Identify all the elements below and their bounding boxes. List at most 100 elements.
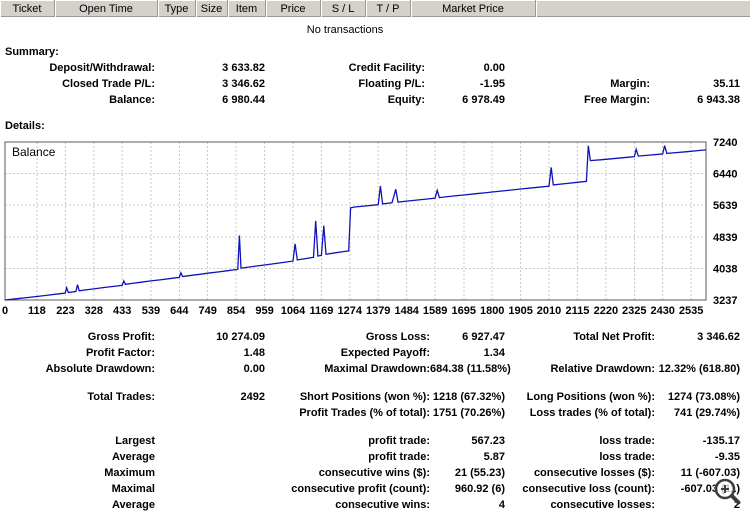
svg-text:749: 749 <box>199 305 217 317</box>
stat-value: 1274 (73.08%) <box>667 391 740 403</box>
stat-label: profit trade: <box>368 435 430 447</box>
svg-text:539: 539 <box>142 305 160 317</box>
empty-message: No transactions <box>306 24 384 36</box>
stat-label: loss trade: <box>599 435 655 447</box>
svg-text:2010: 2010 <box>537 305 561 317</box>
summary-value: 6 980.44 <box>222 94 265 106</box>
summary-value <box>650 60 740 76</box>
summary-label: Equity: <box>387 94 425 106</box>
summary-value: 35.11 <box>713 78 740 90</box>
stat-value: 1218 (67.32%) <box>432 391 505 403</box>
stat-label: Profit Trades (% of total): <box>299 407 430 419</box>
stats-group-1: Gross Profit: 10 274.09 Gross Loss: 6 927.4… <box>0 329 750 377</box>
svg-text:4038: 4038 <box>713 263 737 275</box>
summary-value: -1.95 <box>479 78 505 90</box>
stat-value: 3 346.62 <box>697 331 740 343</box>
stat-label: Short Positions (won %): <box>299 391 430 403</box>
column-header-ticket[interactable]: Ticket <box>0 0 55 17</box>
summary-row: Balance: 6 980.44 Equity: 6 978.49 Free Marg… <box>0 92 750 108</box>
stat-label: Total Trades: <box>87 391 155 403</box>
summary-value: 3 633.82 <box>222 62 265 74</box>
summary-title: Summary: <box>5 46 59 58</box>
svg-text:0: 0 <box>2 305 8 317</box>
stat-value: 4 <box>498 499 505 511</box>
svg-text:1274: 1274 <box>338 305 363 317</box>
stat-value: 741 (29.74%) <box>673 407 740 419</box>
stat-label: Total Net Profit: <box>573 331 655 343</box>
svg-text:2220: 2220 <box>594 305 618 317</box>
svg-text:4839: 4839 <box>713 232 737 244</box>
stat-label: consecutive loss (count): <box>522 483 655 495</box>
stat-value: 10 274.09 <box>216 331 265 343</box>
column-header-market-price[interactable]: Market Price <box>411 0 536 17</box>
stat-value: 11 (-607.03) <box>680 467 740 479</box>
stat-value <box>155 433 265 449</box>
svg-text:Balance: Balance <box>12 145 56 159</box>
column-header-sl[interactable]: S / L <box>321 0 366 17</box>
balance-chart-svg: 3237 4038 4839 5639 6440 7240 0 118 223 328 433 539… <box>2 137 738 317</box>
stat-label: Long Positions (won %): <box>526 391 655 403</box>
stat-label <box>505 345 655 361</box>
stat-value <box>155 481 265 497</box>
summary-label: Credit Facility: <box>348 62 425 74</box>
stat-value: 2 <box>733 499 740 511</box>
stat-value: 0.00 <box>243 363 265 375</box>
stat-label: consecutive wins: <box>335 499 430 511</box>
svg-text:1800: 1800 <box>480 305 504 317</box>
svg-text:2325: 2325 <box>622 305 646 317</box>
stat-label: Average <box>111 451 155 463</box>
svg-text:3237: 3237 <box>713 295 737 307</box>
column-header-size[interactable]: Size <box>196 0 228 17</box>
summary-label: Closed Trade P/L: <box>62 78 155 90</box>
summary-row: Deposit/Withdrawal: 3 633.82 Credit Facili… <box>0 60 750 76</box>
svg-text:959: 959 <box>255 305 273 317</box>
stat-row: Absolute Drawdown: 0.00 Maximal Drawdown: 6… <box>0 361 750 377</box>
svg-text:2535: 2535 <box>679 305 703 317</box>
stat-value: 1751 (70.26%) <box>432 407 505 419</box>
svg-text:328: 328 <box>85 305 103 317</box>
svg-text:2430: 2430 <box>650 305 674 317</box>
svg-text:223: 223 <box>56 305 74 317</box>
summary-value: 0.00 <box>483 62 505 74</box>
stat-label: Expected Payoff: <box>340 347 430 359</box>
stat-label: Profit Factor: <box>85 347 155 359</box>
magnifier-icon <box>714 478 741 505</box>
stat-row: Total Trades: 2492 Short Positions (won %)… <box>0 389 750 405</box>
summary-row: Closed Trade P/L: 3 346.62 Floating P/L: -1… <box>0 76 750 92</box>
summary-label: Margin: <box>610 78 650 90</box>
column-header-filler <box>536 0 750 17</box>
stat-label: Maximum <box>104 467 155 479</box>
stat-value: -135.17 <box>702 435 740 447</box>
stat-value: -9.35 <box>714 451 740 463</box>
stat-row: Average consecutive wins: 4 consecutive los… <box>0 497 750 513</box>
svg-text:5639: 5639 <box>713 200 737 212</box>
column-header-open-time[interactable]: Open Time <box>55 0 158 17</box>
zoom-button[interactable] <box>712 476 742 506</box>
summary-value: 3 346.62 <box>222 78 265 90</box>
column-header-type[interactable]: Type <box>158 0 196 17</box>
balance-chart[interactable]: 3237 4038 4839 5639 6440 7240 0 118 223 328 433 539… <box>0 136 750 323</box>
stat-label: consecutive wins ($): <box>318 467 430 479</box>
stat-label: consecutive losses ($): <box>533 467 655 479</box>
stat-row: Maximum consecutive wins ($): 21 (55.23) co… <box>0 465 750 481</box>
summary-value: 6 978.49 <box>462 94 505 106</box>
column-header-price[interactable]: Price <box>266 0 321 17</box>
summary-label: Free Margin: <box>583 94 650 106</box>
svg-text:7240: 7240 <box>713 137 737 149</box>
stats-group-2: Total Trades: 2492 Short Positions (won %)… <box>0 389 750 421</box>
stats-group-3: Largest profit trade: 567.23 loss trade: -13… <box>0 433 750 513</box>
summary-label: Floating P/L: <box>358 78 425 90</box>
svg-text:1484: 1484 <box>394 305 419 317</box>
svg-text:433: 433 <box>113 305 131 317</box>
svg-text:644: 644 <box>170 305 189 317</box>
svg-text:1589: 1589 <box>423 305 447 317</box>
stat-value: 684.38 (11.58%) <box>430 363 511 375</box>
stat-value: 21 (55.23) <box>454 467 505 479</box>
details-title: Details: <box>5 120 45 132</box>
column-header-tp[interactable]: T / P <box>366 0 411 17</box>
stat-value: 5.87 <box>483 451 505 463</box>
stat-label: Gross Loss: <box>365 331 430 343</box>
stat-value: 1.34 <box>483 347 505 359</box>
column-header-item[interactable]: Item <box>228 0 266 17</box>
stat-value <box>155 465 265 481</box>
